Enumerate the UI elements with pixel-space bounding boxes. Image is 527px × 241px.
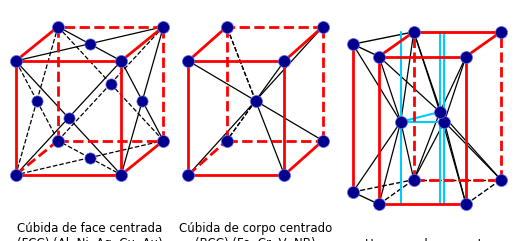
Point — [462, 54, 470, 58]
Text: Cúbida de face centrada
(FCC) (Al, Ni, Ag, Cu, Au): Cúbida de face centrada (FCC) (Al, Ni, A… — [17, 222, 162, 241]
Point — [184, 173, 192, 177]
Point — [349, 42, 357, 46]
Point — [280, 173, 289, 177]
Point — [106, 82, 115, 86]
Point — [280, 59, 289, 63]
Point — [184, 59, 192, 63]
Point — [251, 99, 260, 103]
Point — [319, 25, 327, 29]
Point — [319, 139, 327, 143]
Point — [117, 59, 125, 63]
Point — [159, 25, 168, 29]
Point — [396, 120, 405, 124]
Point — [375, 54, 383, 58]
Point — [409, 178, 418, 182]
Point — [117, 173, 125, 177]
Point — [349, 190, 357, 194]
Point — [375, 202, 383, 206]
Point — [222, 25, 231, 29]
Point — [85, 42, 94, 46]
Point — [440, 120, 448, 124]
Point — [496, 178, 505, 182]
Point — [85, 156, 94, 160]
Text: Hexagonal compacta
(HCP) (Zn, Mg, Ti, Cd): Hexagonal compacta (HCP) (Zn, Mg, Ti, Cd… — [363, 238, 491, 241]
Text: Cúbida de corpo centrado
(BCC) (Fe, Cr, V, NB): Cúbida de corpo centrado (BCC) (Fe, Cr, … — [179, 222, 332, 241]
Point — [159, 139, 168, 143]
Point — [33, 99, 41, 103]
Point — [64, 116, 73, 120]
Point — [12, 173, 20, 177]
Point — [12, 59, 20, 63]
Point — [54, 25, 62, 29]
Point — [409, 30, 418, 34]
Point — [222, 139, 231, 143]
Point — [496, 30, 505, 34]
Point — [54, 139, 62, 143]
Point — [462, 202, 470, 206]
Point — [138, 99, 147, 103]
Point — [436, 110, 444, 114]
